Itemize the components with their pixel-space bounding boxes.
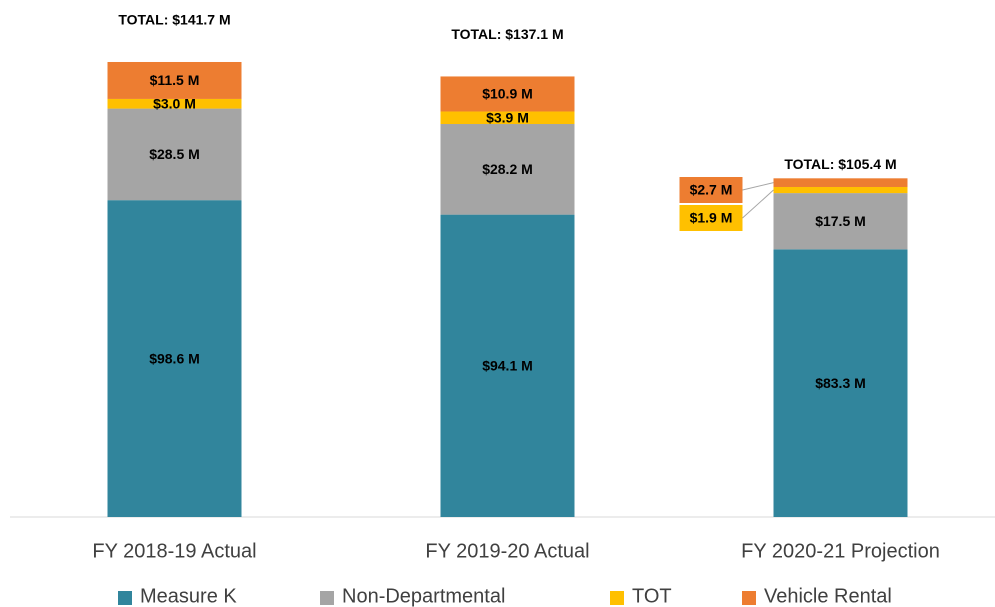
value-label: $3.0 M	[153, 95, 196, 111]
callout-line	[742, 182, 774, 191]
legend-swatch	[610, 591, 624, 605]
bar-segment	[773, 249, 908, 517]
value-label: $98.6 M	[149, 350, 200, 366]
legend-swatch	[320, 591, 334, 605]
legend-label: Measure K	[140, 585, 237, 607]
bar-segment	[773, 186, 908, 194]
bar-segment	[107, 98, 242, 109]
value-label: $28.2 M	[482, 161, 533, 177]
bar-segment	[107, 108, 242, 201]
value-label: $2.7 M	[690, 182, 733, 198]
x-tick-label: FY 2018-19 Actual	[92, 540, 256, 562]
bar-segment	[107, 200, 242, 517]
bar-segment	[440, 214, 575, 517]
legend-label: Vehicle Rental	[764, 585, 892, 607]
callout-box	[679, 177, 743, 203]
callout-box	[679, 205, 743, 231]
value-label: $94.1 M	[482, 358, 533, 374]
total-label: TOTAL: $141.7 M	[118, 12, 230, 28]
legend-label: TOT	[632, 585, 672, 607]
value-label: $28.5 M	[149, 146, 200, 162]
bar-segment	[440, 124, 575, 215]
legend-swatch	[118, 591, 132, 605]
value-label: $11.5 M	[150, 72, 200, 88]
total-label: TOTAL: $137.1 M	[451, 26, 563, 42]
value-label: $10.9 M	[482, 86, 533, 102]
value-label: $83.3 M	[815, 375, 866, 391]
value-label: $1.9 M	[690, 210, 733, 226]
legend-label: Non-Departmental	[342, 585, 505, 607]
x-tick-label: FY 2019-20 Actual	[425, 540, 589, 562]
callout-line	[742, 189, 774, 219]
legend-swatch	[742, 591, 756, 605]
value-label: $3.9 M	[486, 109, 529, 125]
bar-segment	[440, 111, 575, 125]
value-label: $17.5 M	[815, 213, 866, 229]
bar-segment	[440, 76, 575, 112]
x-tick-label: FY 2020-21 Projection	[741, 540, 940, 562]
total-label: TOTAL: $105.4 M	[784, 156, 896, 172]
bar-segment	[107, 61, 242, 99]
bar-segment	[773, 178, 908, 187]
bar-segment	[773, 193, 908, 250]
